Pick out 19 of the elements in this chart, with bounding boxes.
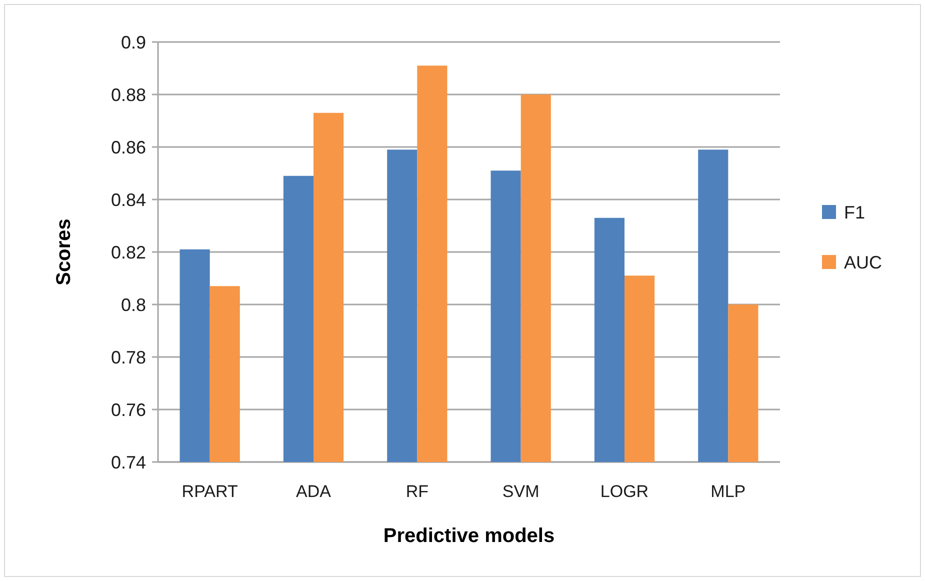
y-tick-label: 0.8 — [120, 294, 146, 315]
legend-label: AUC — [844, 252, 882, 272]
y-tick-label: 0.74 — [110, 452, 146, 472]
y-tick-label: 0.86 — [110, 137, 146, 158]
x-tick-label: ADA — [296, 482, 332, 501]
y-tick-label: 0.88 — [110, 84, 146, 105]
legend-label: F1 — [844, 202, 866, 222]
y-axis-title: Scores — [53, 218, 75, 286]
x-tick-label: RF — [406, 482, 429, 501]
x-axis-title: Predictive models — [383, 525, 555, 547]
x-tick-label: MLP — [710, 482, 746, 501]
y-tick-label: 0.76 — [110, 400, 146, 420]
x-tick-label: SVM — [502, 482, 540, 501]
y-tick-label: 0.82 — [110, 242, 146, 262]
x-tick-label: LOGR — [600, 482, 649, 501]
x-tick-label: RPART — [182, 482, 238, 501]
y-tick-label: 0.78 — [110, 347, 146, 368]
y-tick-label: 0.84 — [110, 190, 146, 210]
y-tick-label: 0.9 — [120, 32, 146, 52]
